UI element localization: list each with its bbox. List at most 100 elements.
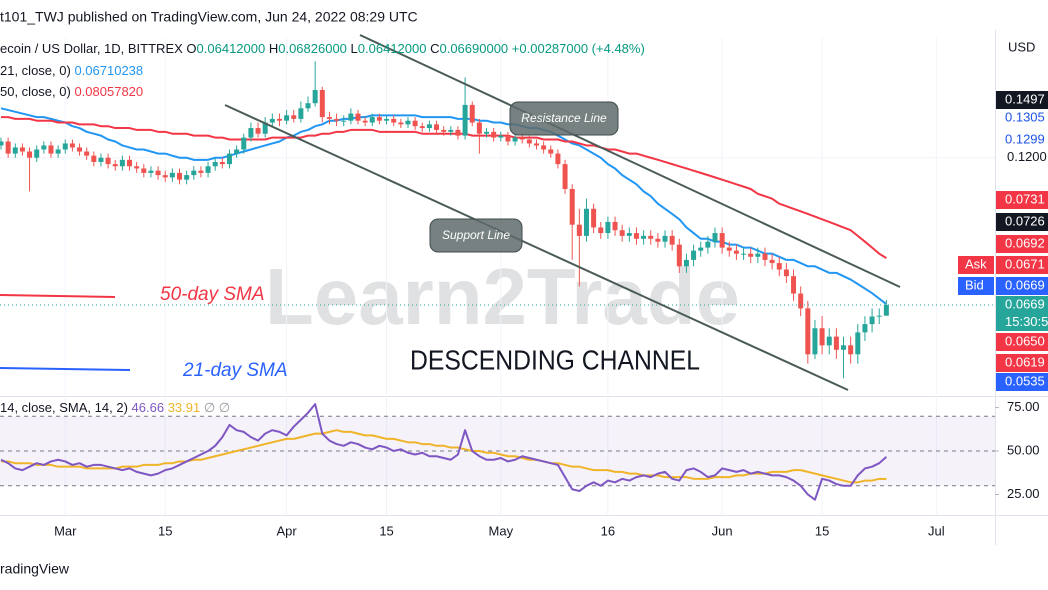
legend-name: 50, close, 0) bbox=[0, 84, 71, 99]
price-badge-tag-label: Ask bbox=[965, 256, 987, 271]
candle-body bbox=[591, 208, 597, 228]
x-tick-label: Jun bbox=[712, 523, 733, 538]
price-badge-label: 0.0731 bbox=[1005, 191, 1045, 206]
candle-body bbox=[177, 172, 182, 180]
candle-body bbox=[705, 241, 711, 248]
axis-layer: Mar 15 Apr 15 May 16 Jun 15 Jul 0.1200 75.00 50.00 2… bbox=[54, 91, 1048, 538]
price-badge bbox=[996, 91, 1048, 109]
legend-name: 21, close, 0) bbox=[0, 63, 71, 78]
candle-body bbox=[741, 253, 747, 255]
price-badge-sub bbox=[996, 314, 1048, 331]
price-badge bbox=[996, 109, 1048, 127]
candle-body bbox=[434, 124, 440, 130]
candle-body bbox=[162, 175, 168, 178]
candle-body bbox=[841, 345, 847, 350]
candle-body bbox=[376, 117, 382, 121]
candle-body bbox=[326, 117, 332, 119]
price-badge-label: 0.0619 bbox=[1005, 354, 1045, 369]
candle-body bbox=[0, 141, 4, 146]
candle-body bbox=[134, 166, 140, 169]
sma50-key-line bbox=[0, 294, 116, 298]
candle-body bbox=[334, 118, 340, 121]
legend-value: 33.91 bbox=[168, 400, 201, 415]
candle-body bbox=[848, 345, 854, 355]
y-tick-label: 25.00 bbox=[1007, 486, 1040, 501]
price-badge bbox=[996, 256, 1048, 274]
candle-body bbox=[662, 235, 668, 242]
candle-body bbox=[205, 166, 211, 173]
candle-body bbox=[155, 170, 161, 176]
candle-body bbox=[62, 143, 68, 150]
candle-body bbox=[12, 147, 18, 154]
candle-body bbox=[198, 170, 204, 173]
rsi-legend: 14, close, SMA, 14, 2) 46.66 33.91 ∅ ∅ bbox=[0, 400, 230, 415]
candle-body bbox=[226, 153, 232, 165]
candle-body bbox=[876, 315, 882, 317]
candle-body bbox=[234, 149, 240, 154]
candle-body bbox=[27, 151, 33, 158]
candle-body bbox=[355, 113, 361, 121]
candle-body bbox=[826, 336, 832, 346]
annotation: DESCENDING CHANNEL bbox=[410, 344, 700, 375]
price-badge-label: 0.0535 bbox=[1005, 373, 1045, 388]
candle-body bbox=[341, 120, 347, 122]
candle-body bbox=[469, 104, 475, 123]
candle-body bbox=[55, 149, 61, 154]
candle-body bbox=[305, 103, 311, 109]
candle-body bbox=[719, 233, 725, 248]
candle-body bbox=[491, 131, 497, 138]
indicator-line bbox=[0, 403, 888, 501]
candle-body bbox=[833, 336, 839, 350]
candle-body bbox=[598, 227, 604, 234]
candle-body bbox=[362, 120, 368, 123]
rsi-plot bbox=[0, 403, 995, 501]
candle-body bbox=[248, 128, 254, 138]
candle-body bbox=[605, 221, 611, 234]
y-tick-label: 0.1200 bbox=[1007, 149, 1047, 164]
candle-body bbox=[219, 161, 225, 165]
candle-body bbox=[683, 259, 689, 267]
candle-body bbox=[526, 139, 532, 144]
candle-body bbox=[669, 235, 675, 245]
candle-body bbox=[112, 164, 118, 167]
candle-body bbox=[641, 235, 647, 239]
axis-unit: USD bbox=[1008, 39, 1035, 54]
candle-body bbox=[583, 208, 589, 236]
indicator-line bbox=[1, 429, 887, 484]
ohlc-value: 0.06826000 bbox=[278, 41, 347, 56]
ohlc-change: +0.00287000 (+4.48%) bbox=[512, 41, 645, 56]
candle-body bbox=[262, 122, 268, 134]
candle-body bbox=[791, 276, 797, 294]
candle-body bbox=[298, 108, 304, 119]
legend-value: 0.08057820 bbox=[74, 84, 143, 99]
candle-body bbox=[319, 90, 325, 118]
candle-body bbox=[255, 128, 261, 134]
candle-body bbox=[476, 122, 482, 134]
candle-body bbox=[19, 147, 25, 152]
sma21-key-line bbox=[0, 367, 131, 371]
header-title: t101_TWJ published on TradingView.com, J… bbox=[0, 9, 418, 25]
candle-body bbox=[91, 155, 97, 162]
price-badge bbox=[996, 191, 1048, 209]
price-badge-label: 0.0726 bbox=[1005, 213, 1045, 228]
legend-value: 46.66 bbox=[132, 400, 165, 415]
price-badge bbox=[996, 213, 1048, 231]
x-tick-label: Mar bbox=[54, 523, 77, 538]
candle-body bbox=[519, 137, 525, 140]
ohlc-value: 0.06412000 bbox=[197, 41, 266, 56]
price-badge bbox=[996, 296, 1048, 314]
candle-body bbox=[141, 168, 147, 173]
candle-body bbox=[312, 90, 318, 104]
candle-body bbox=[34, 149, 40, 158]
candle-body bbox=[455, 129, 461, 136]
candle-body bbox=[241, 137, 247, 150]
candle-body bbox=[169, 172, 175, 178]
candle-body bbox=[41, 145, 47, 150]
resistance-trendline bbox=[359, 34, 901, 288]
candle-body bbox=[691, 250, 697, 260]
price-badge-label: 0.1299 bbox=[1005, 131, 1045, 146]
legend-value: 0.06710238 bbox=[74, 63, 143, 78]
candle-body bbox=[648, 235, 654, 239]
x-tick-label: Jul bbox=[928, 523, 945, 538]
ohlc-key: C bbox=[430, 41, 439, 56]
